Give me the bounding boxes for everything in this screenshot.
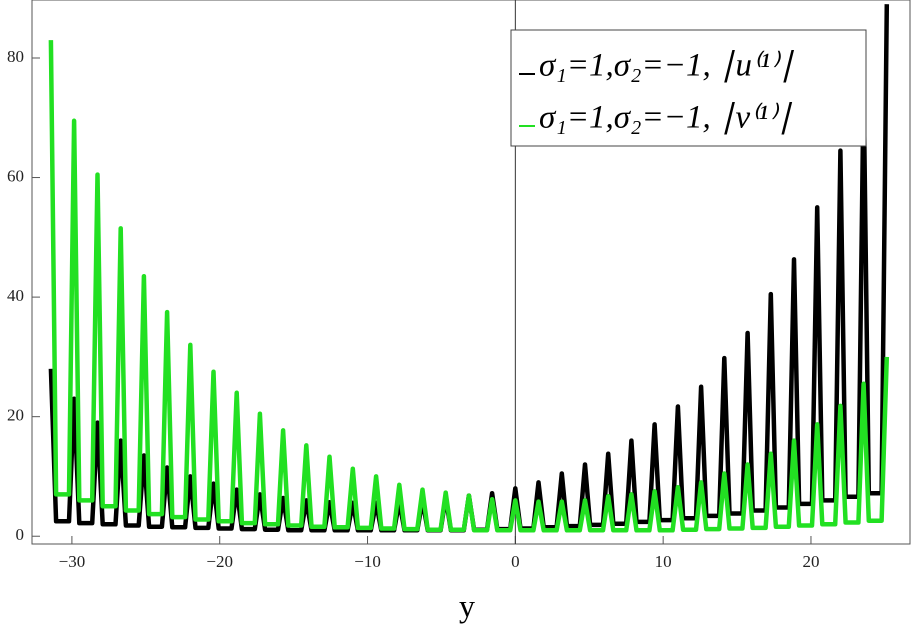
legend-box (510, 29, 867, 147)
x-tick-label: 10 (655, 552, 672, 571)
y-tick-label: 40 (7, 286, 24, 305)
y-tick-label: 60 (7, 166, 24, 185)
x-tick-label: 20 (802, 552, 819, 571)
x-tick-label: −20 (206, 552, 233, 571)
series-line (48, 40, 890, 533)
x-axis-label: y (459, 587, 475, 623)
y-tick-label: 20 (7, 406, 24, 425)
x-tick-label: −30 (59, 552, 86, 571)
legend-label: σ₁=1,σ₂=−1, ∣v⁽¹⁾∣ (539, 100, 793, 136)
x-tick-label: −10 (354, 552, 381, 571)
y-tick-label: 80 (7, 47, 24, 66)
y-tick-label: 0 (16, 525, 25, 544)
x-tick-label: 0 (511, 552, 520, 571)
legend-label: σ₁=1,σ₂=−1, ∣u⁽¹⁾∣ (539, 48, 795, 84)
plot-frame (31, 0, 911, 545)
